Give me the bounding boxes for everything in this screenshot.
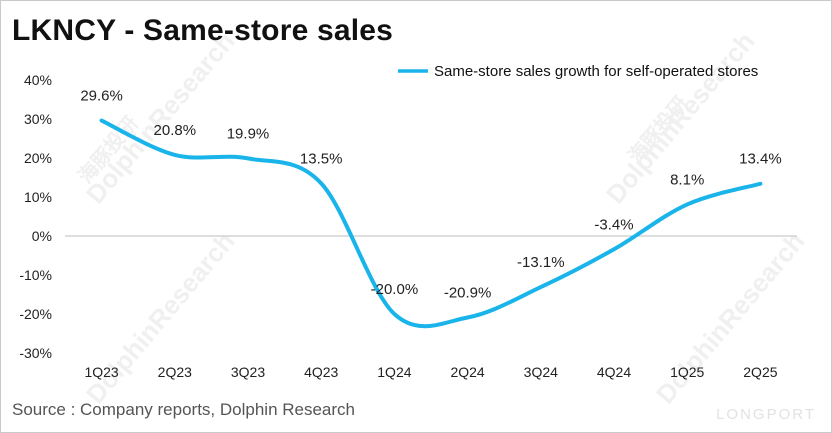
y-tick-label: -30% — [19, 345, 52, 361]
data-label: 13.4% — [739, 151, 782, 168]
data-label: 19.9% — [227, 125, 270, 142]
data-label: -20.9% — [444, 285, 492, 302]
source-note: Source : Company reports, Dolphin Resear… — [12, 400, 355, 419]
chart-title: LKNCY - Same-store sales — [12, 14, 394, 47]
y-tick-label: -10% — [19, 267, 52, 283]
y-tick-label: -20% — [19, 306, 52, 322]
x-tick-label: 2Q25 — [743, 364, 777, 380]
series-line — [99, 118, 763, 329]
y-tick-label: 0% — [32, 228, 52, 244]
x-tick-label: 1Q25 — [670, 364, 704, 380]
x-tick-label: 1Q24 — [377, 364, 411, 380]
y-tick-label: 10% — [24, 189, 52, 205]
data-label: 8.1% — [670, 171, 704, 188]
data-label: -20.0% — [371, 281, 419, 298]
x-tick-label: 4Q24 — [597, 364, 631, 380]
data-label: 29.6% — [80, 88, 123, 105]
x-tick-label: 4Q23 — [304, 364, 338, 380]
x-tick-label: 2Q23 — [158, 364, 192, 380]
x-tick-label: 3Q24 — [524, 364, 558, 380]
y-tick-label: 20% — [24, 150, 52, 166]
data-label: -13.1% — [517, 254, 565, 271]
y-tick-label: 30% — [24, 111, 52, 127]
data-label: -3.4% — [594, 216, 633, 233]
x-tick-label: 1Q23 — [84, 364, 118, 380]
longport-watermark: LONGPORT — [716, 406, 816, 423]
x-tick-label: 3Q23 — [231, 364, 265, 380]
legend: Same-store sales growth for self-operate… — [398, 63, 758, 80]
data-label: 20.8% — [154, 122, 197, 139]
legend-label: Same-store sales growth for self-operate… — [434, 63, 758, 80]
data-label: 13.5% — [300, 150, 343, 167]
x-tick-label: 2Q24 — [450, 364, 484, 380]
y-tick-label: 40% — [24, 72, 52, 88]
